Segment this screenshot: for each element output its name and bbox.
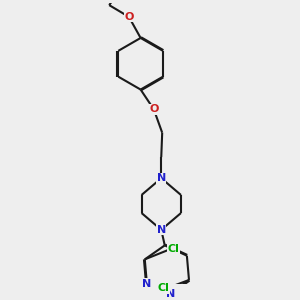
Text: O: O [149,104,158,114]
Text: N: N [157,173,166,183]
Text: Cl: Cl [158,284,170,293]
Text: N: N [166,289,176,299]
Text: O: O [124,12,134,22]
Text: Cl: Cl [167,244,179,254]
Text: N: N [157,225,166,235]
Text: N: N [142,279,152,289]
